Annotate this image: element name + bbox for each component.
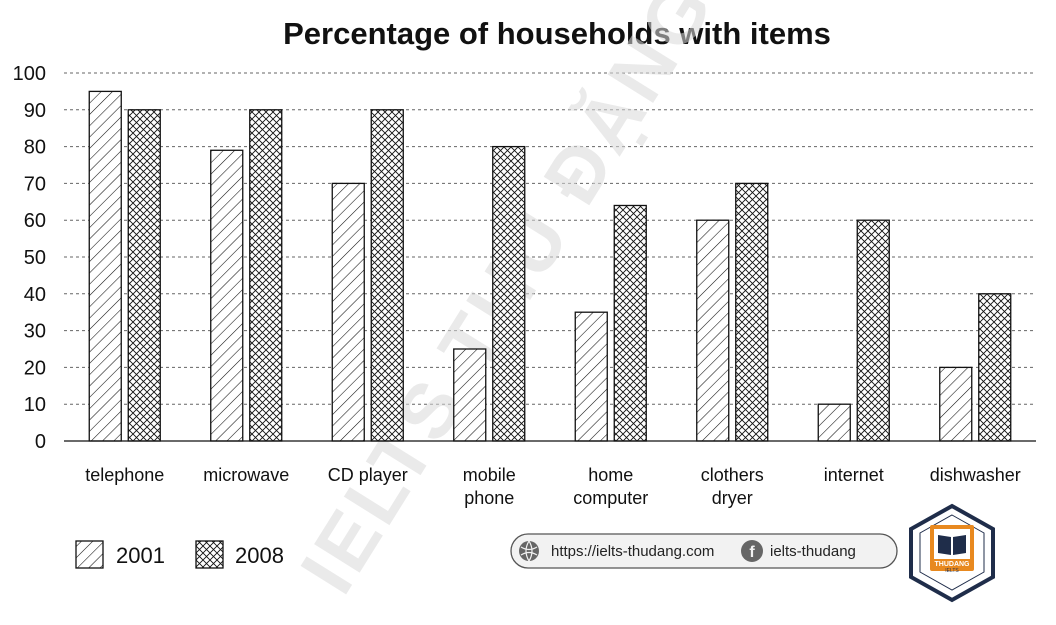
legend-label-2008: 2008 xyxy=(235,543,284,568)
legend-item-2001: 2001 xyxy=(75,540,165,569)
y-axis: 0 10 20 30 40 50 60 70 80 90 100 xyxy=(13,63,46,453)
y-tick-label-70: 70 xyxy=(24,173,46,195)
bar-telephone-2008 xyxy=(127,109,161,442)
x-tick-label-mobile-phone: mobile phone xyxy=(463,465,516,508)
x-tick-label-telephone: telephone xyxy=(85,465,164,485)
bar-cd-player-2008 xyxy=(370,109,404,442)
bar-cd-player-2001 xyxy=(331,182,365,442)
y-tick-label-10: 10 xyxy=(24,394,46,416)
legend-swatch-2008 xyxy=(195,540,224,569)
y-tick-label-90: 90 xyxy=(24,100,46,122)
bar-clothers-dryer-2001 xyxy=(696,219,730,442)
legend-swatch-2001 xyxy=(75,540,104,569)
x-tick-label-cd-player: CD player xyxy=(328,465,408,485)
chart-title: Percentage of households with items xyxy=(283,16,831,51)
globe-icon xyxy=(519,540,539,562)
bars xyxy=(88,90,1012,442)
bar-internet-2008 xyxy=(856,219,890,442)
bar-clothers-dryer-2008 xyxy=(735,182,769,442)
y-tick-label-20: 20 xyxy=(24,357,46,379)
website-link[interactable]: https://ielts-thudang.com xyxy=(551,543,714,560)
y-tick-label-50: 50 xyxy=(24,247,46,269)
bar-home-computer-2008 xyxy=(613,204,647,442)
legend: 2001 2008 xyxy=(75,540,284,569)
facebook-icon: f xyxy=(741,540,763,562)
bar-home-computer-2001 xyxy=(574,311,608,442)
y-tick-label-60: 60 xyxy=(24,210,46,232)
y-tick-label-30: 30 xyxy=(24,321,46,343)
y-tick-label-100: 100 xyxy=(13,63,46,85)
bar-microwave-2001 xyxy=(210,149,244,442)
legend-label-2001: 2001 xyxy=(116,543,165,568)
x-tick-label-clothers-dryer: clothers dryer xyxy=(701,465,764,508)
x-axis: telephone microwave CD player mobile phone ho… xyxy=(85,465,1021,508)
logo-sub: IELTS xyxy=(945,568,959,574)
bar-microwave-2008 xyxy=(249,109,283,442)
y-tick-label-0: 0 xyxy=(35,431,46,453)
logo-brand: THUDANG xyxy=(935,561,971,568)
y-tick-label-40: 40 xyxy=(24,284,46,306)
footer-pill xyxy=(510,533,898,569)
bar-dishwasher-2008 xyxy=(978,293,1012,442)
svg-text:f: f xyxy=(749,544,755,561)
bar-internet-2001 xyxy=(817,403,851,442)
footer-links: https://ielts-thudang.com f ielts-thudan… xyxy=(510,533,898,569)
bar-dishwasher-2001 xyxy=(939,366,973,442)
legend-item-2008: 2008 xyxy=(195,540,284,569)
bar-telephone-2001 xyxy=(88,90,122,442)
y-tick-label-80: 80 xyxy=(24,137,46,159)
thudang-logo: THUDANG IELTS xyxy=(909,503,995,603)
bar-mobile-phone-2008 xyxy=(492,145,526,442)
bar-mobile-phone-2001 xyxy=(453,348,487,442)
x-tick-label-internet: internet xyxy=(824,465,884,485)
x-tick-label-microwave: microwave xyxy=(203,465,289,485)
x-tick-label-dishwasher: dishwasher xyxy=(930,465,1021,485)
facebook-link[interactable]: ielts-thudang xyxy=(770,543,856,560)
x-tick-label-home-computer: home computer xyxy=(573,465,648,508)
